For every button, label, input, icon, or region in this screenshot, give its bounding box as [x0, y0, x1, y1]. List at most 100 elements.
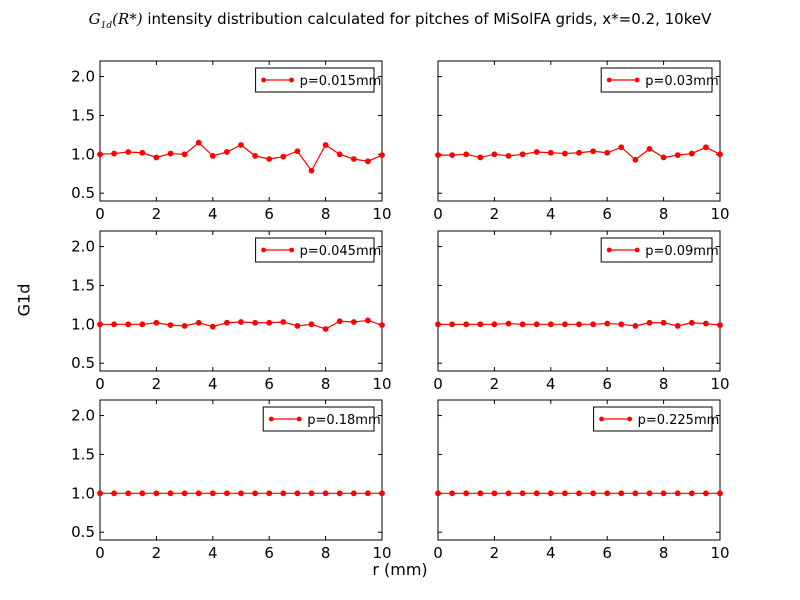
x-tick-label: 4: [546, 205, 556, 223]
data-point: [477, 321, 484, 328]
data-point: [238, 142, 244, 148]
data-point: [547, 321, 554, 328]
data-point: [167, 150, 174, 157]
x-tick-label: 8: [659, 205, 669, 223]
data-point: [336, 490, 343, 497]
x-tick-label: 4: [546, 375, 556, 393]
data-point: [125, 149, 132, 155]
data-point: [491, 490, 498, 497]
data-point: [590, 148, 596, 155]
data-point: [139, 149, 146, 156]
data-point: [674, 152, 681, 159]
x-tick-label: 2: [490, 375, 500, 393]
axes-frame-6: [437, 399, 721, 541]
x-tick-label: 10: [372, 544, 391, 562]
data-point: [252, 319, 259, 326]
title-text: intensity distribution calculated for pi…: [142, 10, 712, 28]
data-point: [195, 139, 202, 146]
data-point: [703, 490, 709, 497]
legend-marker: [261, 247, 266, 253]
data-point: [336, 318, 343, 325]
legend-marker: [634, 77, 640, 83]
data-point: [294, 490, 301, 497]
x-tick-label: 0: [95, 544, 105, 562]
axes-frame-4: [437, 230, 721, 372]
data-point: [308, 321, 315, 328]
x-tick-label: 0: [433, 205, 443, 223]
data-point: [519, 490, 526, 497]
data-point: [322, 490, 329, 497]
x-tick-label: 0: [95, 375, 105, 393]
y-tick-label: 2.0: [71, 238, 95, 256]
data-point: [660, 319, 667, 326]
data-point: [717, 490, 723, 497]
axes-frame-3: [99, 230, 383, 372]
legend-marker: [261, 77, 266, 83]
data-point: [350, 156, 357, 162]
data-point: [224, 490, 230, 497]
data-point: [519, 321, 526, 328]
data-point: [547, 149, 554, 156]
x-tick-label: 10: [710, 544, 729, 562]
data-point: [294, 322, 301, 329]
data-point: [125, 321, 132, 328]
x-tick-label: 6: [264, 375, 274, 393]
data-point: [477, 490, 484, 497]
data-point: [365, 158, 371, 165]
data-point: [688, 319, 695, 326]
x-tick-label: 10: [372, 375, 391, 393]
data-point: [576, 149, 582, 156]
data-point: [238, 319, 244, 325]
x-tick-label: 10: [710, 375, 729, 393]
data-point: [125, 490, 132, 497]
legend-label: p=0.015mm: [300, 74, 382, 89]
data-point: [463, 151, 470, 158]
data-point: [350, 319, 357, 325]
data-point: [660, 154, 667, 161]
x-tick-label: 4: [208, 375, 218, 393]
x-tick-label: 4: [546, 544, 556, 562]
data-point: [280, 153, 287, 160]
data-point: [449, 152, 456, 159]
legend-marker: [296, 416, 302, 422]
data-point: [463, 321, 470, 328]
data-point: [209, 152, 216, 159]
x-tick-label: 6: [264, 205, 274, 223]
data-point: [477, 154, 484, 161]
x-tick-label: 10: [710, 205, 729, 223]
data-point: [590, 490, 596, 497]
y-tick-label: 2.0: [71, 407, 95, 425]
legend-marker: [606, 77, 612, 83]
data-point: [139, 321, 146, 328]
legend-label: p=0.03mm: [645, 74, 718, 89]
data-point: [505, 152, 512, 159]
data-point: [365, 490, 371, 497]
data-point: [308, 490, 315, 497]
x-axis-label: r (mm): [372, 560, 428, 579]
data-point: [224, 319, 230, 326]
y-tick-label: 1.5: [71, 106, 95, 124]
x-tick-label: 8: [321, 375, 331, 393]
data-point: [195, 319, 202, 326]
data-point: [646, 319, 653, 326]
data-point: [646, 490, 653, 497]
data-point: [167, 490, 174, 497]
data-point: [266, 319, 273, 326]
legend-marker: [634, 247, 640, 253]
data-point: [519, 151, 526, 158]
x-tick-label: 10: [372, 205, 391, 223]
data-point: [646, 145, 653, 152]
legend-marker: [606, 247, 612, 253]
data-point: [209, 323, 216, 330]
data-point: [491, 151, 498, 158]
figure-title: G1d(R*) intensity distribution calculate…: [0, 10, 800, 31]
data-point: [449, 490, 456, 497]
data-point: [167, 322, 174, 329]
x-tick-label: 6: [264, 544, 274, 562]
axes-frame-5: [99, 399, 383, 541]
data-point: [688, 150, 695, 157]
data-point: [139, 490, 146, 497]
data-point: [209, 490, 216, 497]
data-point: [294, 148, 301, 155]
data-point: [547, 490, 554, 497]
